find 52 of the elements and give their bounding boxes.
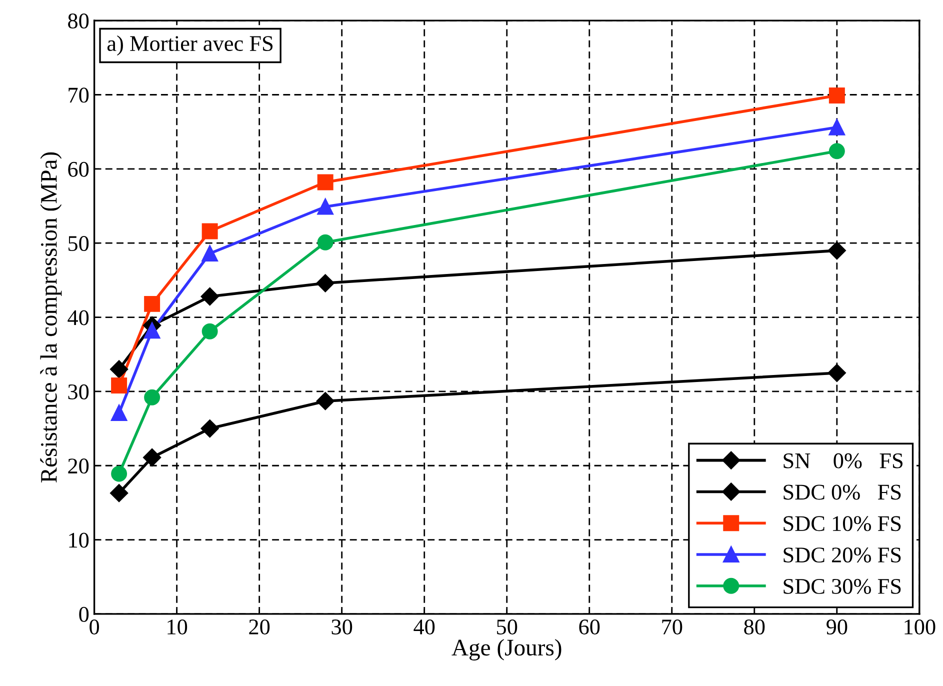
point xyxy=(143,448,161,466)
y-tick-label: 0 xyxy=(79,606,89,622)
point xyxy=(110,360,128,378)
x-tick-label: 100 xyxy=(904,619,936,634)
point xyxy=(144,389,160,406)
x-tick-label: 50 xyxy=(497,619,518,634)
point xyxy=(200,288,219,306)
point xyxy=(828,88,845,104)
legend-label: SN 0% FS xyxy=(784,453,902,468)
point xyxy=(317,198,334,215)
point xyxy=(202,323,218,340)
point xyxy=(144,296,160,312)
x-tick-label: 70 xyxy=(662,619,682,634)
point xyxy=(144,322,160,339)
x-axis-title: Age (Jours) xyxy=(452,638,562,660)
legend-label: SDC 0% FS xyxy=(784,484,901,500)
y-tick-label: 40 xyxy=(68,310,89,326)
y-tick-label: 70 xyxy=(68,88,89,103)
legend-label: SDC 10% FS xyxy=(784,516,901,532)
x-tick-label: 90 xyxy=(826,619,848,634)
point xyxy=(316,392,334,410)
x-tick-label: 40 xyxy=(414,619,435,634)
point xyxy=(202,245,218,262)
y-tick-label: 20 xyxy=(68,458,89,474)
point xyxy=(317,234,334,250)
point xyxy=(110,484,128,502)
x-tick-label: 60 xyxy=(579,619,600,634)
point xyxy=(317,174,334,190)
y-tick-label: 60 xyxy=(68,162,89,177)
y-tick-label: 30 xyxy=(68,384,89,400)
y-axis-title: Résistance à la compression (MPa) xyxy=(40,152,62,482)
y-tick-label: 10 xyxy=(69,532,89,548)
point xyxy=(111,378,128,394)
point xyxy=(200,420,219,438)
legend-label: SDC 30% FS xyxy=(784,578,901,594)
point xyxy=(828,143,845,160)
y-tick-label: 80 xyxy=(68,14,89,29)
x-tick-label: 80 xyxy=(744,619,765,634)
point xyxy=(202,223,218,240)
point xyxy=(111,466,128,482)
point xyxy=(828,364,846,382)
point xyxy=(828,242,846,260)
point xyxy=(111,404,128,421)
legend-label: SDC 20% FS xyxy=(784,548,901,563)
x-tick-label: 10 xyxy=(168,619,188,634)
x-tick-label: 30 xyxy=(332,619,352,634)
x-tick-label: 0 xyxy=(90,619,100,634)
x-tick-label: 20 xyxy=(249,619,270,634)
y-tick-label: 50 xyxy=(68,236,89,252)
annotation: a) Mortier avec FS xyxy=(107,35,273,56)
point xyxy=(828,119,845,136)
point xyxy=(316,274,334,292)
